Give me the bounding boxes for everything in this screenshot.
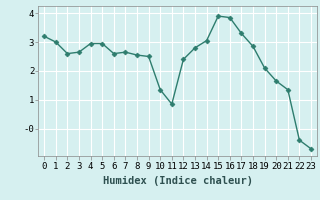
X-axis label: Humidex (Indice chaleur): Humidex (Indice chaleur) [103, 176, 252, 186]
